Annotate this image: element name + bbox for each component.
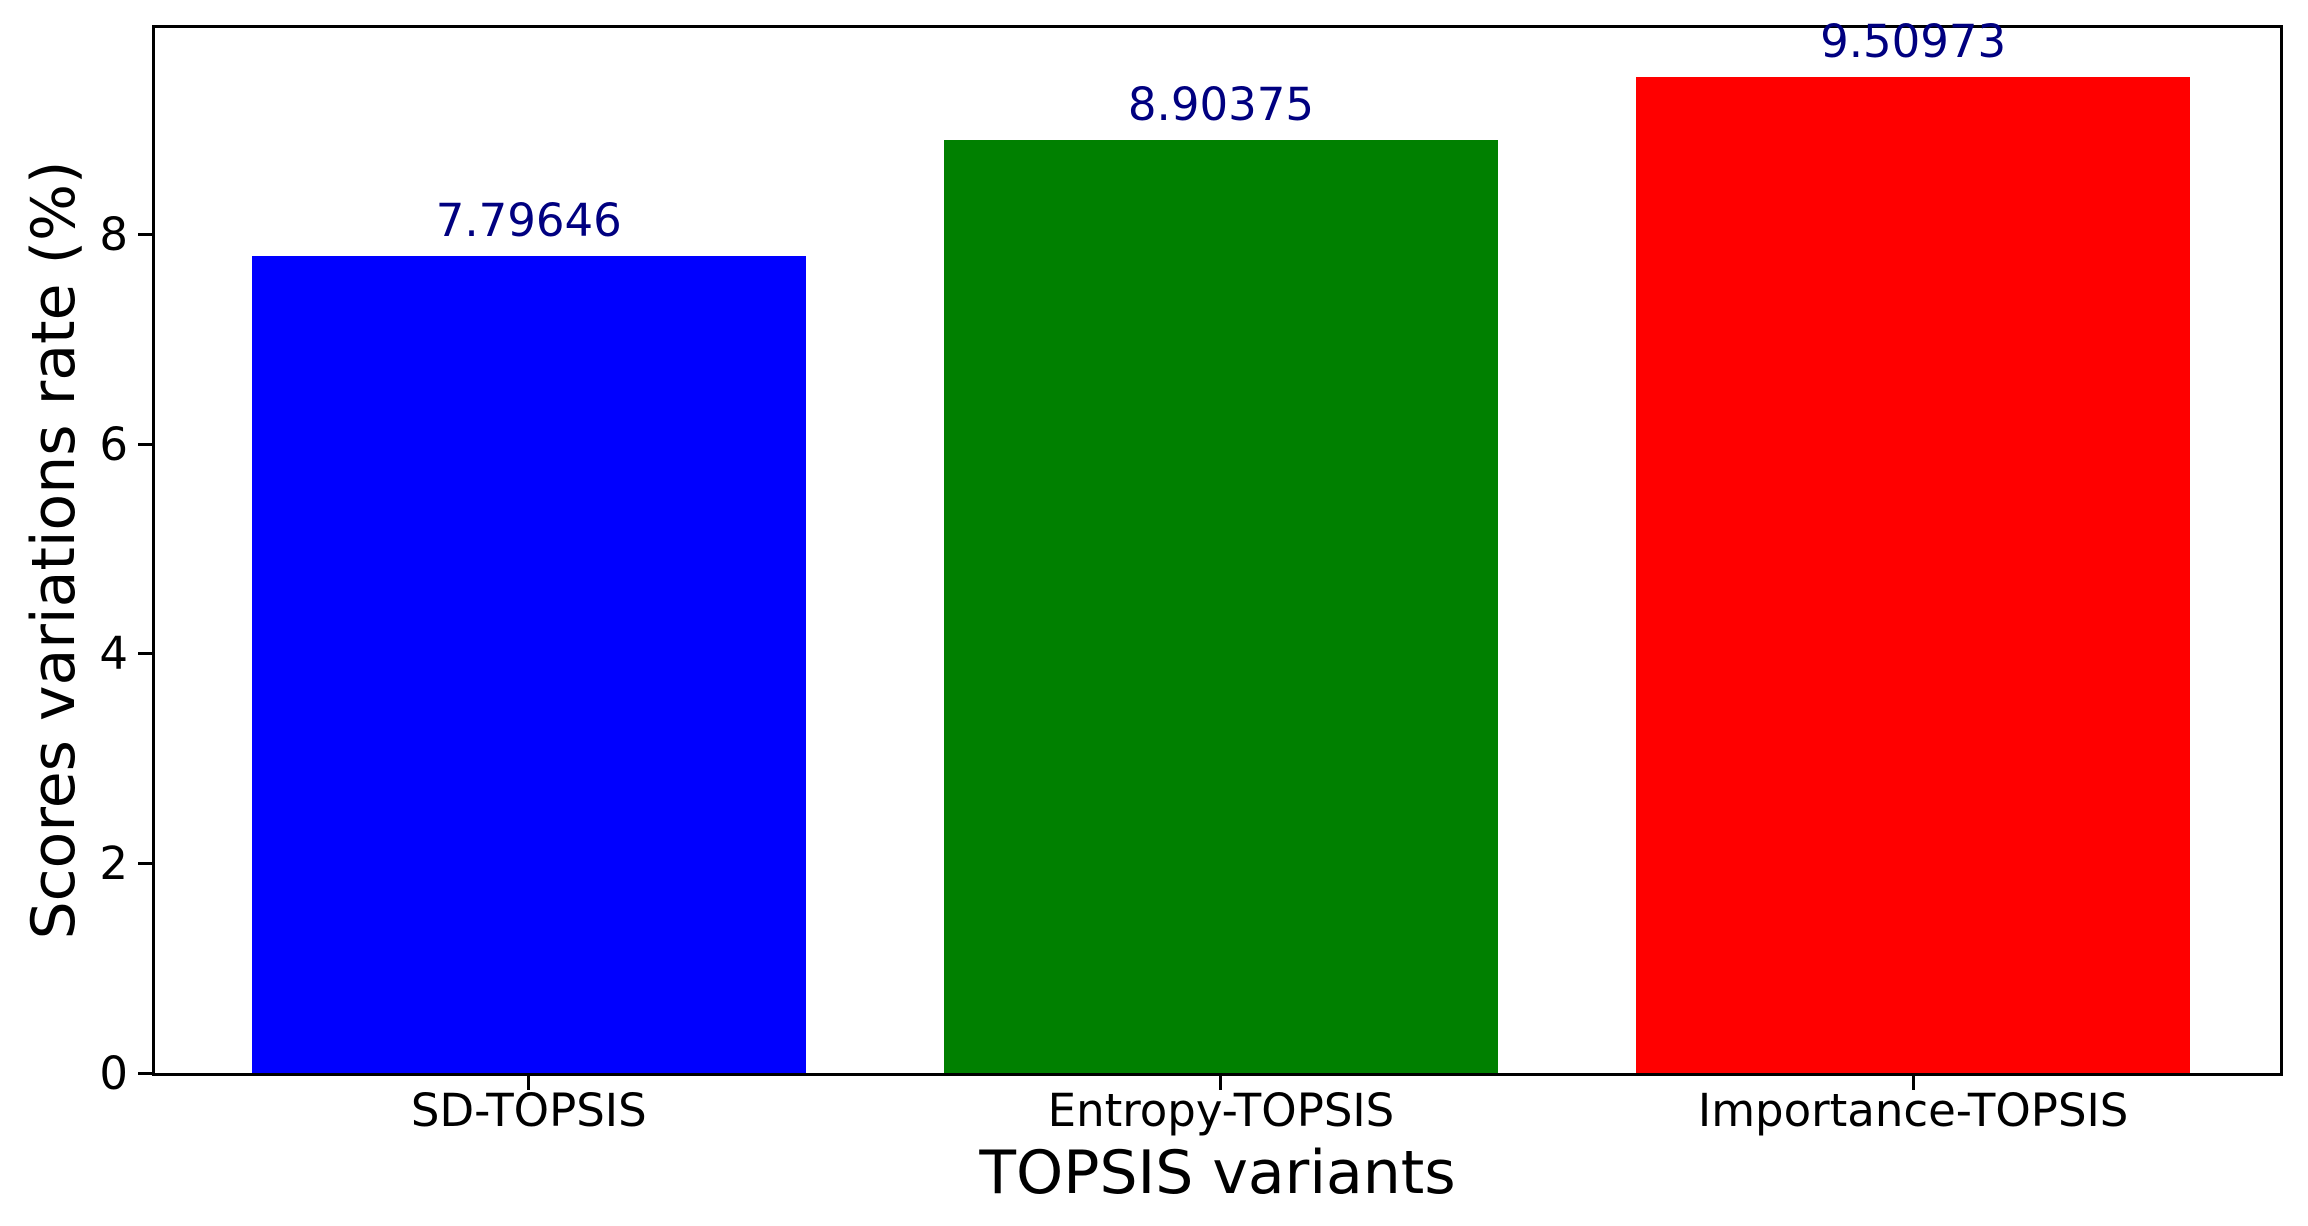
bar-value-label-entropy-topsis: 8.90375 — [1127, 77, 1314, 131]
plot-area: 7.79646 8.90375 9.50973 — [152, 17, 2283, 1076]
bar-sd-topsis — [251, 256, 806, 1073]
bar-entropy-topsis — [944, 140, 1498, 1073]
y-tick-mark — [138, 861, 152, 865]
y-tick-label: 0 — [99, 1046, 128, 1100]
y-tick-label: 2 — [99, 836, 128, 890]
x-tick-label-sd-topsis: SD-TOPSIS — [410, 1084, 647, 1137]
x-axis-title: TOPSIS variants — [979, 1138, 1456, 1208]
bar-importance-topsis — [1636, 76, 2190, 1073]
x-tick-label-importance-topsis: Importance-TOPSIS — [1697, 1084, 2129, 1137]
bar-value-label-importance-topsis: 9.50973 — [1820, 14, 2007, 68]
y-tick-mark — [138, 442, 152, 446]
y-tick-label: 8 — [99, 208, 128, 262]
bar-value-label-sd-topsis: 7.79646 — [435, 193, 622, 247]
y-tick-mark — [138, 233, 152, 237]
y-tick-label: 6 — [99, 417, 128, 471]
x-tick-label-entropy-topsis: Entropy-TOPSIS — [1047, 1084, 1395, 1137]
y-axis-title: Scores variations rate (%) — [19, 160, 89, 940]
x-tick-mark — [1911, 1076, 1915, 1090]
x-tick-mark — [1219, 1076, 1223, 1090]
y-tick-mark — [138, 652, 152, 656]
y-tick-mark — [138, 1071, 152, 1075]
x-tick-mark — [527, 1076, 531, 1090]
y-tick-label: 4 — [99, 627, 128, 681]
